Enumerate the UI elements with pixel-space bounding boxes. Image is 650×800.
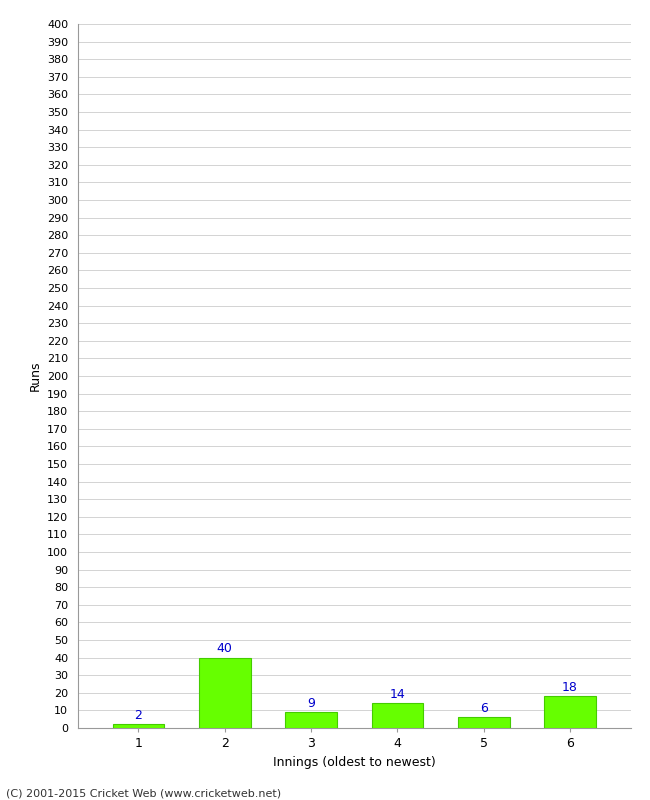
Text: 9: 9 bbox=[307, 697, 315, 710]
Text: 6: 6 bbox=[480, 702, 488, 715]
Text: (C) 2001-2015 Cricket Web (www.cricketweb.net): (C) 2001-2015 Cricket Web (www.cricketwe… bbox=[6, 788, 281, 798]
Bar bbox=[199, 658, 251, 728]
Text: 18: 18 bbox=[562, 681, 578, 694]
Bar bbox=[112, 725, 164, 728]
Y-axis label: Runs: Runs bbox=[29, 361, 42, 391]
Bar bbox=[544, 696, 596, 728]
X-axis label: Innings (oldest to newest): Innings (oldest to newest) bbox=[273, 755, 436, 769]
Text: 40: 40 bbox=[217, 642, 233, 655]
Bar bbox=[285, 712, 337, 728]
Bar bbox=[372, 703, 423, 728]
Text: 14: 14 bbox=[389, 688, 406, 701]
Bar bbox=[458, 718, 510, 728]
Text: 2: 2 bbox=[135, 709, 142, 722]
